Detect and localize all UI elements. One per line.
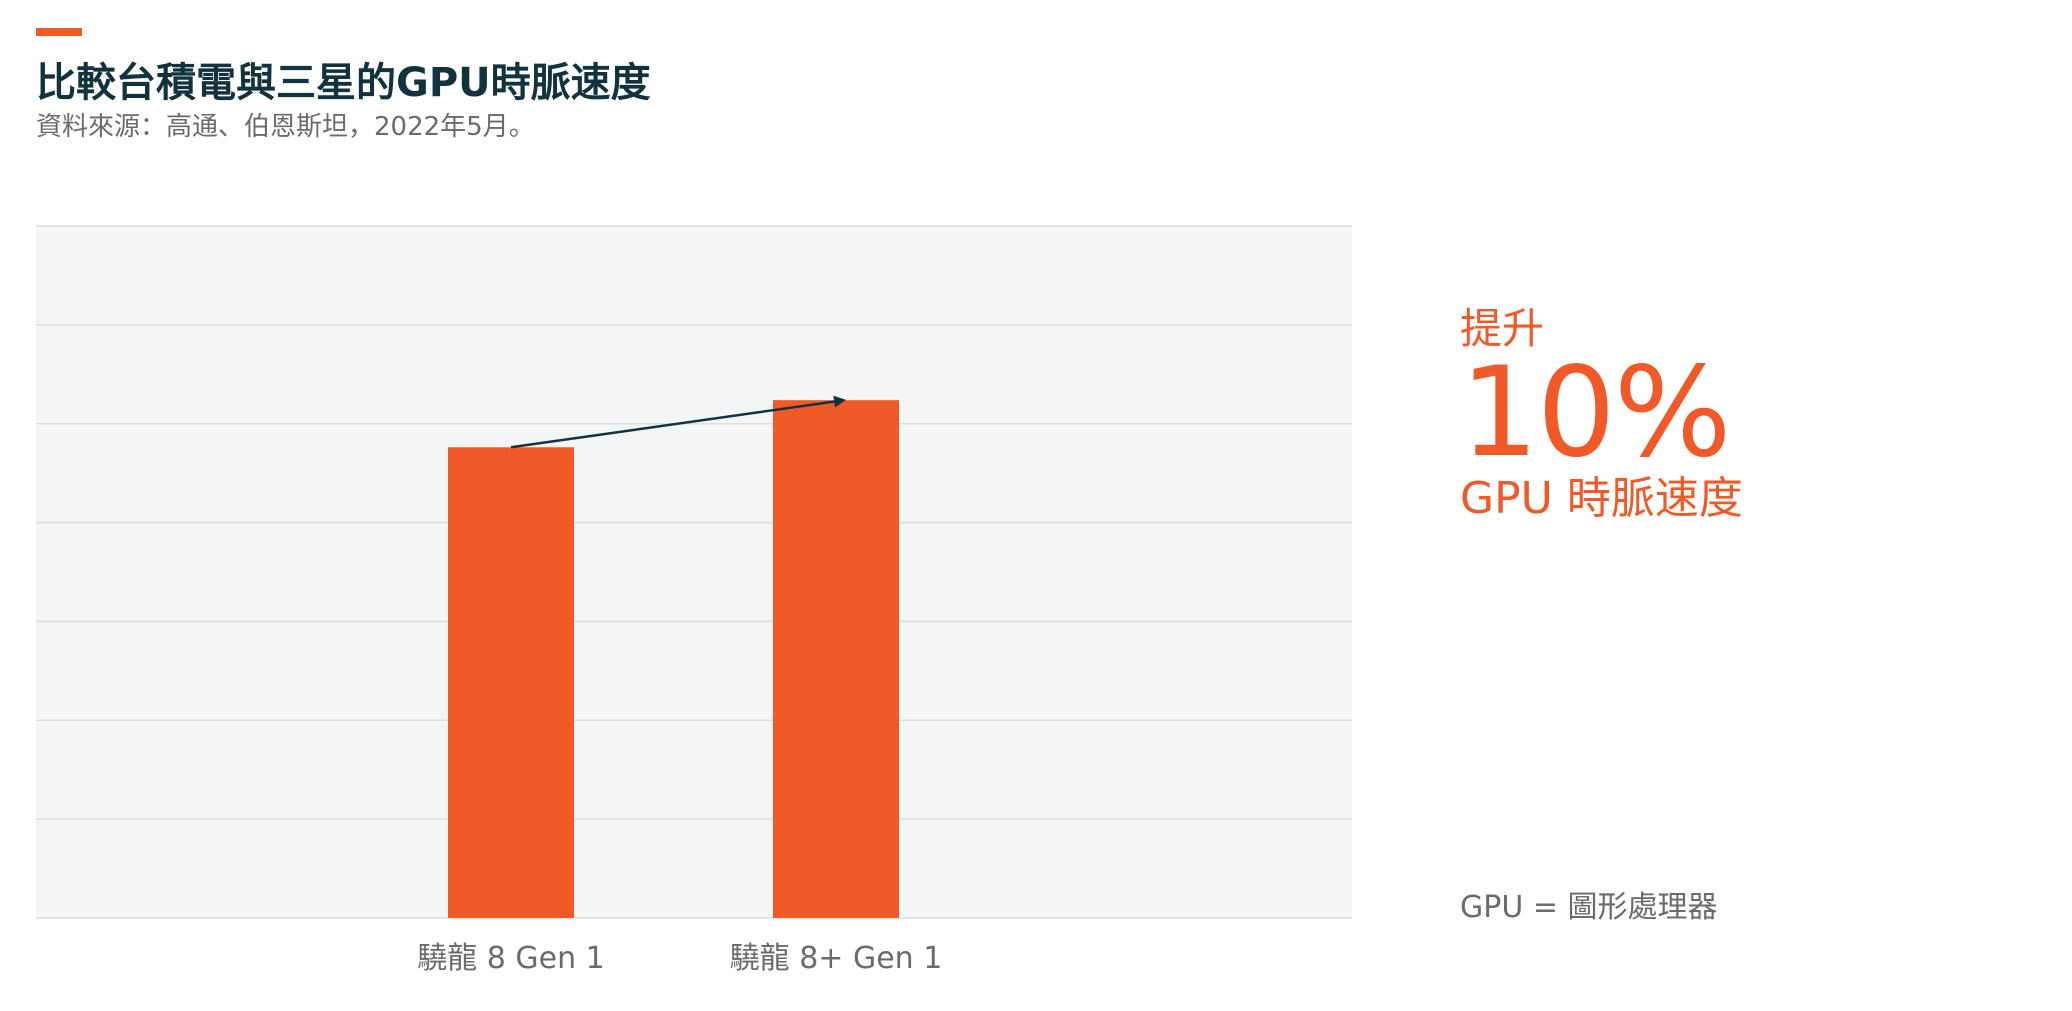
x-tick-label: 驍龍 8+ Gen 1: [730, 941, 943, 976]
increase-arrow: [510, 395, 846, 449]
bar-2: [773, 400, 899, 918]
plot-area: [36, 226, 1352, 918]
footnote: GPU = 圖形處理器: [1460, 890, 1718, 925]
callout-prefix: 提升: [1460, 304, 1545, 353]
callout-value: 10%: [1460, 341, 1732, 485]
chart-title: 比較台積電與三星的GPU時脈速度: [36, 60, 651, 106]
improvement-callout: 提升 10% GPU 時脈速度: [1460, 305, 1743, 525]
chart-source: 資料來源：高通、伯恩斯坦，2022年5月。: [36, 112, 535, 142]
accent-bar: [36, 28, 82, 36]
callout-metric: GPU 時脈速度: [1460, 473, 1743, 524]
bar-1: [448, 447, 574, 918]
x-tick-label: 驍龍 8 Gen 1: [417, 941, 605, 976]
